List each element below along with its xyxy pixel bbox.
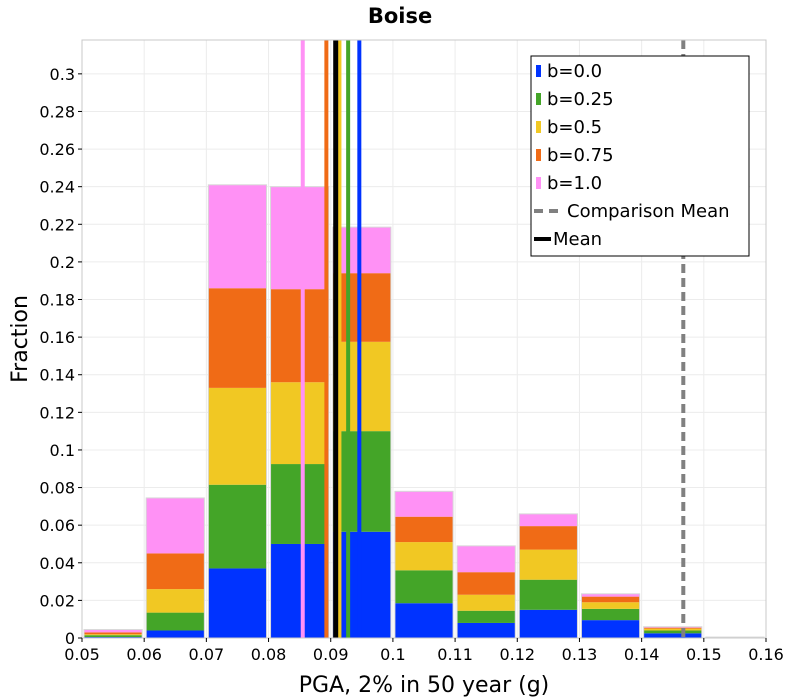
bar-segment — [643, 627, 702, 629]
x-tick-label: 0.08 — [251, 645, 287, 664]
legend-swatch — [536, 149, 541, 161]
bars-group — [83, 184, 765, 639]
x-tick-label: 0.12 — [499, 645, 535, 664]
bar-segment — [332, 431, 391, 532]
y-tick-label: 0.28 — [39, 102, 75, 121]
bar-segment — [394, 491, 454, 517]
bar-segment — [519, 549, 578, 580]
x-tick-label: 0.07 — [189, 645, 225, 664]
bar-segment — [208, 184, 267, 289]
bar-segment — [457, 610, 516, 623]
bar-segment — [394, 603, 454, 638]
y-axis-ticks: 0 0.02 0.04 0.06 0.08 0.1 0.12 0.14 0.16 0.18 0.2 0… — [39, 65, 82, 648]
y-tick-label: 0.02 — [39, 591, 75, 610]
bar-segment — [457, 572, 516, 595]
bar-segment — [581, 593, 640, 597]
bar-segment — [208, 387, 267, 485]
bar-segment — [146, 497, 205, 554]
legend-swatch — [536, 93, 541, 105]
x-tick-label: 0.15 — [686, 645, 722, 664]
x-tick-label: 0.16 — [748, 645, 784, 664]
x-tick-label: 0.11 — [437, 645, 473, 664]
x-tick-label: 0.05 — [64, 645, 100, 664]
y-tick-label: 0.22 — [39, 215, 75, 234]
x-tick-label: 0.06 — [126, 645, 162, 664]
y-axis-label: Fraction — [8, 295, 33, 383]
bar-segment — [394, 542, 454, 571]
x-tick-label: 0.14 — [624, 645, 660, 664]
bar-segment — [519, 579, 578, 610]
bar-segment — [270, 543, 329, 638]
legend: b=0.0 b=0.25 b=0.5 b=0.75 b=1.0 Comparison Me… — [530, 55, 750, 257]
legend-label: b=0.0 — [547, 61, 602, 82]
y-tick-label: 0.16 — [39, 328, 75, 347]
bar-segment — [84, 634, 143, 636]
legend-swatch — [536, 121, 541, 133]
mean-lines-group — [300, 40, 686, 638]
bar-segment — [146, 553, 205, 590]
bar-segment — [84, 629, 143, 633]
bar-segment — [581, 596, 640, 603]
y-tick-label: 0.24 — [39, 178, 75, 197]
y-tick-label: 0.12 — [39, 403, 75, 422]
legend-label: Comparison Mean — [567, 201, 730, 222]
y-tick-label: 0.14 — [39, 366, 75, 385]
legend-label: b=0.5 — [547, 117, 602, 138]
bar-segment — [208, 484, 267, 569]
legend-swatch — [536, 65, 541, 77]
x-tick-label: 0.09 — [313, 645, 349, 664]
bar-segment — [394, 570, 454, 604]
bar-segment — [84, 635, 143, 638]
bar-segment — [208, 568, 267, 638]
bar-segment — [270, 464, 329, 544]
bar-segment — [519, 526, 578, 550]
legend-box — [530, 55, 750, 257]
bar-segment — [332, 273, 391, 342]
x-axis-label: PGA, 2% in 50 year (g) — [299, 673, 550, 698]
bar-segment — [332, 531, 391, 638]
bar-segment — [457, 594, 516, 611]
legend-label: b=0.75 — [547, 145, 614, 166]
bar-segment — [146, 630, 205, 638]
legend-label: Mean — [553, 229, 602, 250]
legend-label: b=0.25 — [547, 89, 614, 110]
x-tick-label: 0.13 — [562, 645, 598, 664]
bar-segment — [457, 545, 516, 573]
bar-segment — [332, 341, 391, 432]
bar-segment — [519, 513, 578, 527]
x-tick-label: 0.1 — [380, 645, 405, 664]
chart-title: Boise — [368, 4, 432, 28]
y-tick-label: 0.3 — [50, 65, 75, 84]
bar-segment — [581, 608, 640, 621]
bar-segment — [270, 186, 329, 290]
bar-segment — [519, 609, 578, 638]
bar-segment — [457, 622, 516, 638]
y-tick-label: 0.26 — [39, 140, 75, 159]
y-tick-label: 0.1 — [50, 441, 75, 460]
y-tick-label: 0.04 — [39, 554, 75, 573]
bar-segment — [146, 612, 205, 631]
bar-segment — [270, 289, 329, 383]
y-tick-label: 0 — [65, 629, 75, 648]
bar-segment — [643, 630, 702, 634]
bar-segment — [581, 620, 640, 638]
x-axis-ticks: 0.05 0.06 0.07 0.08 0.09 0.1 0.11 0.12 0.13 0.14 0… — [64, 638, 784, 664]
plot-frame — [81, 39, 767, 639]
bar-segment — [643, 628, 702, 631]
bar-segment — [270, 382, 329, 465]
bar-segment — [394, 516, 454, 543]
y-tick-label: 0.08 — [39, 479, 75, 498]
legend-swatch — [536, 177, 541, 189]
y-tick-label: 0.2 — [50, 253, 75, 272]
bar-segment — [146, 589, 205, 613]
y-tick-label: 0.06 — [39, 516, 75, 535]
bar-segment — [84, 632, 143, 635]
bar-segment — [581, 602, 640, 609]
bar-segment — [643, 633, 702, 638]
legend-label: b=1.0 — [547, 173, 602, 194]
y-tick-label: 0.18 — [39, 291, 75, 310]
bar-segment — [208, 288, 267, 388]
bar-segment — [332, 227, 391, 274]
